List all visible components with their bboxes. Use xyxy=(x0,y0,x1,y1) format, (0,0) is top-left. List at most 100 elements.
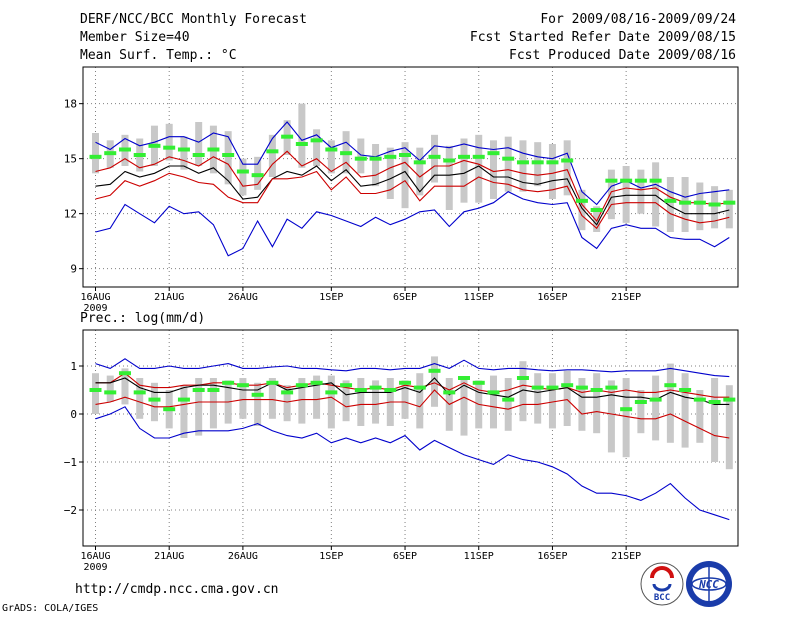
observed-marker xyxy=(502,397,515,402)
forecast-start-date: Fcst Started Refer Date 2009/08/15 xyxy=(469,30,736,45)
precip-spread-bar xyxy=(622,378,630,458)
observed-marker xyxy=(310,138,323,143)
y-tick-label: −1 xyxy=(64,456,77,469)
temp-spread-bar xyxy=(563,140,571,196)
forecast-period: For 2009/08/16-2009/09/24 xyxy=(540,12,736,27)
precip-spread-bar xyxy=(519,361,527,422)
observed-marker xyxy=(458,376,470,380)
observed-marker xyxy=(664,383,677,388)
temp-spread-bar xyxy=(372,144,380,187)
x-tick-label: 6SEP xyxy=(393,551,417,562)
observed-marker xyxy=(104,151,117,156)
observed-marker xyxy=(443,390,456,395)
observed-marker xyxy=(487,151,500,156)
source-url[interactable]: http://cmdp.ncc.cma.gov.cn xyxy=(75,582,279,597)
observed-marker xyxy=(679,200,692,205)
temp-spread-bar xyxy=(195,122,203,166)
x-tick-label: 21SEP xyxy=(611,551,641,562)
temp-spread-bar xyxy=(224,131,232,185)
temp-spread-bar xyxy=(696,182,704,231)
observed-marker xyxy=(177,397,190,402)
temp-spread-bar xyxy=(578,189,586,231)
temp-spread-bar xyxy=(711,186,719,229)
observed-marker xyxy=(369,385,382,390)
observed-marker xyxy=(325,147,338,152)
y-tick-label: 9 xyxy=(70,263,77,276)
observed-marker xyxy=(472,380,485,385)
temp-spread-bar xyxy=(622,166,630,223)
precip-label: Prec.: log(mm/d) xyxy=(80,311,205,326)
temp-spread-bar xyxy=(357,138,365,174)
observed-marker xyxy=(148,143,161,148)
temp-spread-bar xyxy=(401,142,409,209)
temperature-panel: 9 12 15 18 16AUG 21AUG 26AUG 1SEP 6SEP 11SEP 16SEP… xyxy=(64,66,739,314)
observed-marker xyxy=(222,153,235,157)
precip-spread-bar xyxy=(416,373,424,429)
observed-marker xyxy=(325,390,338,395)
precip-spread-bar xyxy=(548,373,556,429)
observed-marker xyxy=(605,178,618,183)
temp-spread-bar xyxy=(327,140,335,174)
series-line-min xyxy=(95,191,730,257)
series-line-mean-sd xyxy=(95,170,730,230)
series-line-mean-sd xyxy=(95,372,730,398)
precip-spread-bar xyxy=(460,378,468,436)
observed-marker xyxy=(472,154,485,159)
observed-marker xyxy=(340,383,353,388)
y-tick-label: 15 xyxy=(64,153,77,166)
precip-spread-bar xyxy=(696,390,704,443)
observed-marker xyxy=(236,169,249,174)
observed-marker xyxy=(207,388,220,392)
observed-marker xyxy=(413,160,426,165)
observed-marker xyxy=(207,147,220,152)
series-line-max xyxy=(95,358,730,378)
precipitation-panel: −2 −1 0 1 16AUG 21AUG 26AUG 1SEP 6SEP 11SEP 16SEP 2… xyxy=(64,329,739,573)
temp-spread-bar xyxy=(725,189,733,229)
temp-spread-bar xyxy=(489,140,497,199)
observed-marker xyxy=(295,142,308,146)
series-line-mean-sd xyxy=(95,389,730,439)
observed-marker xyxy=(177,147,190,152)
observed-marker xyxy=(502,156,515,161)
observed-marker xyxy=(708,400,721,404)
precip-spread-bar xyxy=(268,378,276,419)
temp-spread-bar xyxy=(666,177,674,232)
observed-marker xyxy=(192,153,205,157)
series-line-mean-sd xyxy=(95,150,730,222)
observed-marker xyxy=(251,392,264,397)
grads-credit: GrADS: COLA/IGES xyxy=(2,603,99,614)
precip-spread-bar xyxy=(195,378,203,436)
precip-spread-bar xyxy=(681,373,689,448)
observed-marker xyxy=(516,376,529,380)
bcc-logo: BCC xyxy=(640,562,684,606)
observed-marker xyxy=(708,202,721,207)
precip-spread-bar xyxy=(209,378,217,429)
precip-spread-bar xyxy=(239,378,247,419)
ncc-logo-text: NCC xyxy=(698,578,719,591)
x-tick-label: 11SEP xyxy=(464,551,494,562)
temp-spread-bar xyxy=(637,169,645,214)
observed-marker xyxy=(133,390,146,395)
temp-spread-bar xyxy=(445,145,453,210)
precip-spread-bar xyxy=(401,380,409,419)
y-tick-label: 12 xyxy=(64,208,77,221)
observed-marker xyxy=(723,397,736,402)
observed-marker xyxy=(590,208,603,212)
y-tick-label: 1 xyxy=(70,360,77,373)
series-line-mean xyxy=(95,377,730,405)
precip-spread-bar xyxy=(666,363,674,443)
observed-marker xyxy=(531,160,544,165)
observed-marker xyxy=(192,388,205,392)
precip-spread-bar xyxy=(711,378,719,462)
temp-spread-bar xyxy=(180,136,188,170)
plot-frame xyxy=(82,66,739,288)
observed-marker xyxy=(634,400,647,404)
observed-marker xyxy=(428,154,441,159)
observed-marker xyxy=(679,388,692,392)
temp-spread-bar xyxy=(460,138,468,203)
observed-marker xyxy=(163,145,176,150)
precip-spread-bar xyxy=(106,375,114,402)
precip-spread-bar xyxy=(637,390,645,434)
observed-marker xyxy=(399,380,412,385)
